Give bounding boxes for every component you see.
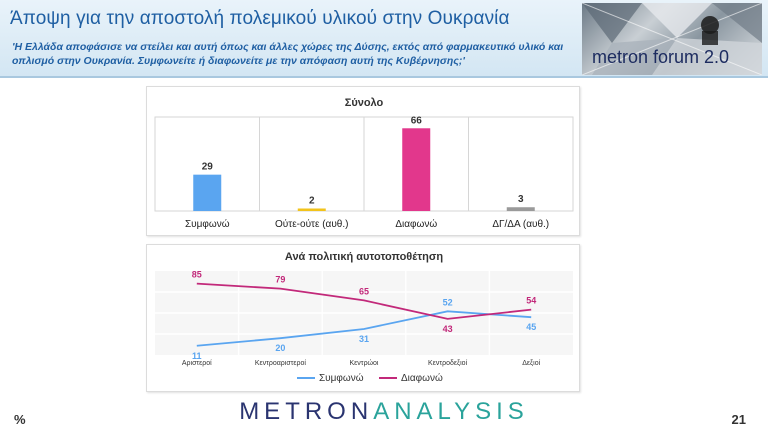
page-number: 21 <box>731 412 746 427</box>
brand-main: METRON <box>239 398 374 425</box>
line-value-label: 11 <box>192 351 202 361</box>
line-value-label: 65 <box>359 286 369 296</box>
line-value-label: 45 <box>526 322 536 332</box>
line-value-label: 79 <box>275 275 285 285</box>
ideology-chart-panel: Ανά πολιτική αυτοτοποθέτηση 11 20 31 52 45 85 7… <box>146 244 580 392</box>
line-value-label: 20 <box>275 343 285 353</box>
slide-header: Άποψη για την αποστολή πολεμικού υλικού … <box>0 0 768 78</box>
line-value-label: 31 <box>359 334 369 344</box>
series-line-2 <box>196 282 532 320</box>
bar <box>193 174 222 211</box>
ideology-line-chart: Ανά πολιτική αυτοτοποθέτηση 11 20 31 52 45 85 7… <box>155 251 573 384</box>
slide-subtitle: 'Η Ελλάδα αποφάσισε να στείλει και αυτή … <box>12 41 564 67</box>
line-category-label: Δεξιοί <box>522 359 540 367</box>
slide-title: Άποψη για την αποστολή πολεμικού υλικού … <box>10 8 510 29</box>
brand-accent: ANALYSIS <box>373 398 529 425</box>
total-chart-panel: Σύνολο 29 Συμφωνώ 2 Ούτε-ούτε (αυθ.) 66 Διαφων… <box>146 86 580 236</box>
line-chart-title: Ανά πολιτική αυτοτοποθέτηση <box>285 251 443 263</box>
series-line-1 <box>196 310 532 347</box>
bar-category-label: ΔΓ/ΔΑ (αυθ.) <box>492 219 549 230</box>
bar <box>402 128 431 211</box>
line-category-label: Αριστεροί <box>182 359 212 367</box>
bar-category-label: Συμφωνώ <box>185 218 230 230</box>
bar <box>506 207 535 211</box>
bar-category-label: Διαφωνώ <box>395 218 437 230</box>
line-value-label: 43 <box>443 324 453 334</box>
bar-value-label: 66 <box>411 115 423 126</box>
total-bar-chart: Σύνολο 29 Συμφωνώ 2 Ούτε-ούτε (αυθ.) 66 Διαφων… <box>154 97 574 230</box>
bar-chart-title: Σύνολο <box>345 97 384 109</box>
line-category-label: Κεντροδεξιοί <box>428 359 468 367</box>
line-category-label: Κεντροαριστεροί <box>255 359 307 367</box>
legend-label-1: Συμφωνώ <box>319 372 364 384</box>
forum-logo-image: metron forum 2.0 <box>582 3 762 75</box>
metron-analysis-logo: METRONANALYSIS <box>0 398 768 426</box>
forum-graphic <box>582 3 762 75</box>
forum-label: metron forum 2.0 <box>592 47 730 67</box>
bar <box>297 208 326 211</box>
line-value-label: 54 <box>526 296 536 306</box>
bar-category-label: Ούτε-ούτε (αυθ.) <box>275 218 348 230</box>
bar-value-label: 29 <box>202 162 214 173</box>
legend-label-2: Διαφωνώ <box>401 372 443 384</box>
line-value-label: 85 <box>192 270 202 280</box>
bar-value-label: 2 <box>309 195 315 206</box>
unit-label: % <box>14 412 26 427</box>
line-value-label: 52 <box>443 297 453 307</box>
line-category-label: Κεντρώοι <box>350 359 379 367</box>
bar-value-label: 3 <box>518 194 524 205</box>
